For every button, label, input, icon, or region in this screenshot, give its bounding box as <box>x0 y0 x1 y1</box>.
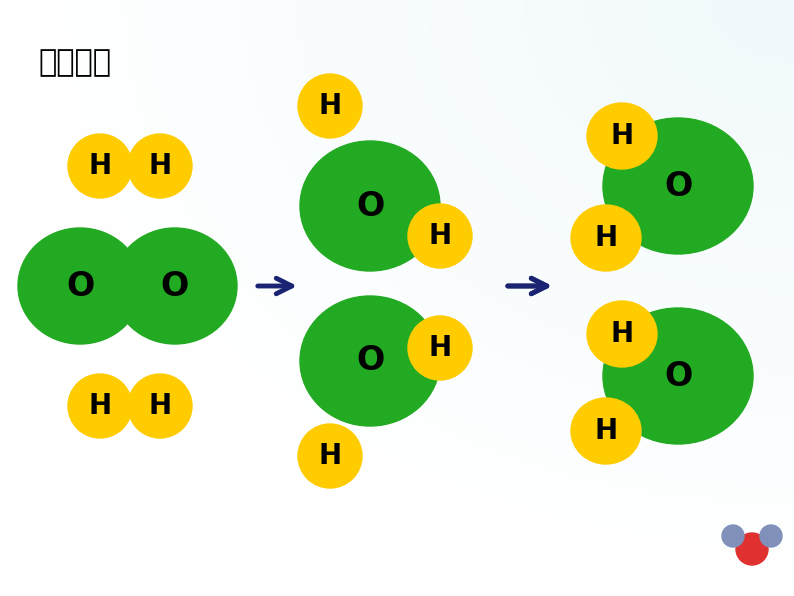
Text: H: H <box>148 392 172 420</box>
Text: H: H <box>595 417 618 445</box>
Ellipse shape <box>113 228 237 344</box>
Text: O: O <box>356 190 384 222</box>
Ellipse shape <box>68 374 132 438</box>
Ellipse shape <box>18 228 142 344</box>
Ellipse shape <box>128 134 192 198</box>
Text: H: H <box>318 442 341 470</box>
Ellipse shape <box>603 118 753 254</box>
Text: O: O <box>664 169 692 203</box>
Ellipse shape <box>408 316 472 380</box>
Text: H: H <box>611 320 634 348</box>
Ellipse shape <box>128 374 192 438</box>
Text: O: O <box>664 359 692 393</box>
Ellipse shape <box>571 398 641 464</box>
Circle shape <box>760 525 782 547</box>
Text: O: O <box>66 269 94 303</box>
Ellipse shape <box>408 204 472 268</box>
Text: H: H <box>88 392 112 420</box>
Text: O: O <box>161 269 189 303</box>
Circle shape <box>736 533 768 565</box>
Ellipse shape <box>298 424 362 488</box>
Text: H: H <box>611 122 634 150</box>
Ellipse shape <box>603 308 753 444</box>
Text: O: O <box>356 344 384 377</box>
Ellipse shape <box>300 296 440 426</box>
Text: H: H <box>148 152 172 180</box>
Text: H: H <box>429 334 452 362</box>
Ellipse shape <box>571 205 641 271</box>
Text: H: H <box>318 92 341 120</box>
Text: H: H <box>595 224 618 252</box>
Ellipse shape <box>300 141 440 271</box>
Ellipse shape <box>298 74 362 138</box>
Circle shape <box>722 525 744 547</box>
Ellipse shape <box>587 103 657 169</box>
Text: H: H <box>429 222 452 250</box>
Ellipse shape <box>587 301 657 367</box>
Text: H: H <box>88 152 112 180</box>
Text: 新课学习: 新课学习 <box>38 48 111 77</box>
Ellipse shape <box>68 134 132 198</box>
